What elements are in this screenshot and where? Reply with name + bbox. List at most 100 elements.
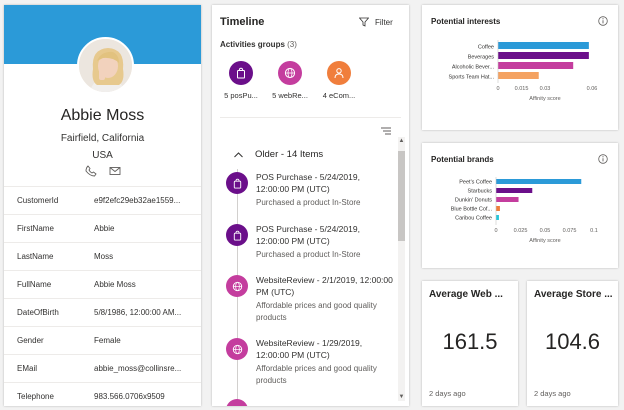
activity-group-web[interactable]: 5 webRe...	[269, 61, 311, 100]
timeline-item-title: POS Purchase - 5/24/2019, 12:00:00 PM (U…	[256, 172, 360, 194]
x-axis-label: Affinity score	[529, 96, 560, 102]
kpi-updated: 2 days ago	[429, 389, 466, 398]
field-key: DateOfBirth	[17, 308, 59, 317]
kpi-title: Average Store ...	[534, 289, 613, 300]
timeline-item-desc: Affordable prices and good quality produ…	[256, 301, 377, 322]
globe-icon	[226, 338, 248, 360]
field-row: CustomerId e9f2efc29eb32ae1559...	[4, 186, 201, 214]
tick-label: 0	[494, 228, 497, 234]
phone-icon[interactable]	[85, 164, 97, 177]
tick-label: 0.025	[514, 228, 528, 234]
category-label: Blue Bottle Cof...	[451, 207, 493, 213]
field-value: 5/8/1986, 12:00:00 AM...	[94, 308, 182, 317]
bar	[496, 188, 533, 193]
field-row: LastName Moss	[4, 242, 201, 270]
timeline-item-desc: Affordable prices and good quality produ…	[256, 364, 377, 385]
activity-groups: 5 posPu... 5 webRe... 4 eCom...	[220, 61, 360, 100]
filter-label: Filter	[375, 17, 393, 27]
filter-icon	[359, 17, 369, 27]
customer-country: USA	[92, 150, 113, 161]
filter-button[interactable]: Filter	[359, 17, 393, 27]
groups-count: (3)	[287, 40, 297, 49]
category-label: Caribou Coffee	[455, 216, 492, 222]
kpi-value: 161.5	[442, 329, 498, 354]
bar	[498, 52, 589, 59]
timeline-divider	[220, 117, 401, 118]
email-icon[interactable]	[109, 164, 121, 176]
x-axis-label: Affinity score	[529, 238, 560, 244]
category-label: Dunkin' Donuts	[455, 198, 492, 204]
bar	[496, 197, 519, 202]
bag-icon	[226, 172, 248, 194]
scroll-up-icon[interactable]: ▲	[398, 138, 405, 144]
timeline-item-title: WebsiteReview - 1/29/2019, 12:00:00 PM (…	[256, 338, 363, 360]
activities-groups-label: Activities groups (3)	[220, 40, 297, 49]
activity-group-label: 5 posPu...	[224, 91, 258, 100]
category-label: Starbucks	[468, 189, 493, 195]
activity-group-label: 4 eCom...	[322, 91, 356, 100]
info-icon[interactable]	[598, 154, 608, 164]
tick-label: 0.05	[540, 228, 551, 234]
field-row: EMail abbie_moss@collinsre...	[4, 354, 201, 382]
tick-label: 0.015	[515, 86, 529, 92]
timeline-item-desc: Purchased a product In-Store	[256, 250, 361, 259]
info-icon[interactable]	[598, 16, 608, 26]
groups-label-text: Activities groups	[220, 40, 285, 49]
category-label: Coffee	[478, 45, 494, 51]
field-value: e9f2efc29eb32ae1559...	[94, 196, 181, 205]
potential-brands-card: Potential brands Peet's Coffee Starbucks D…	[422, 143, 618, 268]
field-value: Female	[94, 336, 121, 345]
tick-label: 0.1	[590, 228, 598, 234]
timeline-scrollbar[interactable]: ▲ ▼	[398, 137, 405, 401]
field-row: DateOfBirth 5/8/1986, 12:00:00 AM...	[4, 298, 201, 326]
bag-icon	[226, 224, 248, 246]
timeline-title: Timeline	[220, 16, 265, 28]
kpi-updated: 2 days ago	[534, 389, 571, 398]
profile-fields: CustomerId e9f2efc29eb32ae1559... FirstNa…	[4, 186, 201, 406]
bar	[496, 206, 500, 211]
kpi-value: 104.6	[544, 329, 601, 354]
field-value: Moss	[94, 252, 114, 261]
category-label: Peet's Coffee	[459, 180, 492, 186]
bar	[498, 62, 574, 69]
timeline-card: Timeline Filter Activities groups (3) 5 …	[212, 5, 409, 406]
timeline-item-desc: Purchased a product In-Store	[256, 198, 361, 207]
timeline-item-title: WebsiteReview - 2/1/2019, 12:00:00 PM (U…	[256, 275, 393, 297]
globe-icon	[226, 275, 248, 297]
average-web-kpi-card: Average Web ... 161.5 2 days ago	[422, 281, 518, 406]
field-value: Abbie Moss	[94, 280, 136, 289]
customer-profile-card: Abbie Moss Fairfield, California USA Cus…	[4, 5, 201, 406]
scrollbar-thumb[interactable]	[398, 151, 405, 241]
older-label: Older - 14 Items	[255, 149, 324, 160]
scroll-down-icon[interactable]: ▼	[398, 394, 405, 400]
field-row: Telephone 983.566.0706x9509	[4, 382, 201, 406]
bag-icon	[229, 61, 253, 85]
field-key: Telephone	[17, 392, 54, 401]
older-section-toggle[interactable]: Older - 14 Items	[234, 149, 323, 160]
activity-group-pos[interactable]: 5 posPu...	[220, 61, 262, 100]
field-key: Gender	[17, 336, 44, 345]
average-store-kpi-card: Average Store ... 104.6 2 days ago	[527, 281, 618, 406]
field-value: abbie_moss@collinsre...	[94, 364, 182, 373]
bar	[498, 72, 539, 79]
activity-group-ecom[interactable]: 4 eCom...	[318, 61, 360, 100]
kpi-title: Average Web ...	[429, 289, 503, 300]
activity-group-label: 5 webRe...	[272, 91, 308, 100]
field-key: CustomerId	[17, 196, 59, 205]
field-value: Abbie	[94, 224, 115, 233]
category-label: Alcoholic Bever...	[452, 65, 495, 71]
globe-icon	[278, 61, 302, 85]
interests-bar-chart: Coffee Beverages Alcoholic Bever... Sports …	[449, 40, 597, 102]
field-key: EMail	[17, 364, 38, 373]
tick-label: 0	[496, 86, 499, 92]
chart-title: Potential interests	[431, 17, 501, 26]
field-value: 983.566.0706x9509	[94, 392, 165, 401]
field-row: FullName Abbie Moss	[4, 270, 201, 298]
timeline-item-title: POS Purchase - 5/24/2019, 12:00:00 PM (U…	[256, 224, 360, 246]
bar	[498, 42, 589, 49]
brands-bar-chart: Peet's Coffee Starbucks Dunkin' Donuts Blue…	[451, 177, 598, 244]
sort-icon[interactable]	[381, 127, 391, 135]
field-key: FullName	[17, 280, 52, 289]
chart-title: Potential brands	[431, 155, 494, 164]
field-key: FirstName	[17, 224, 54, 233]
